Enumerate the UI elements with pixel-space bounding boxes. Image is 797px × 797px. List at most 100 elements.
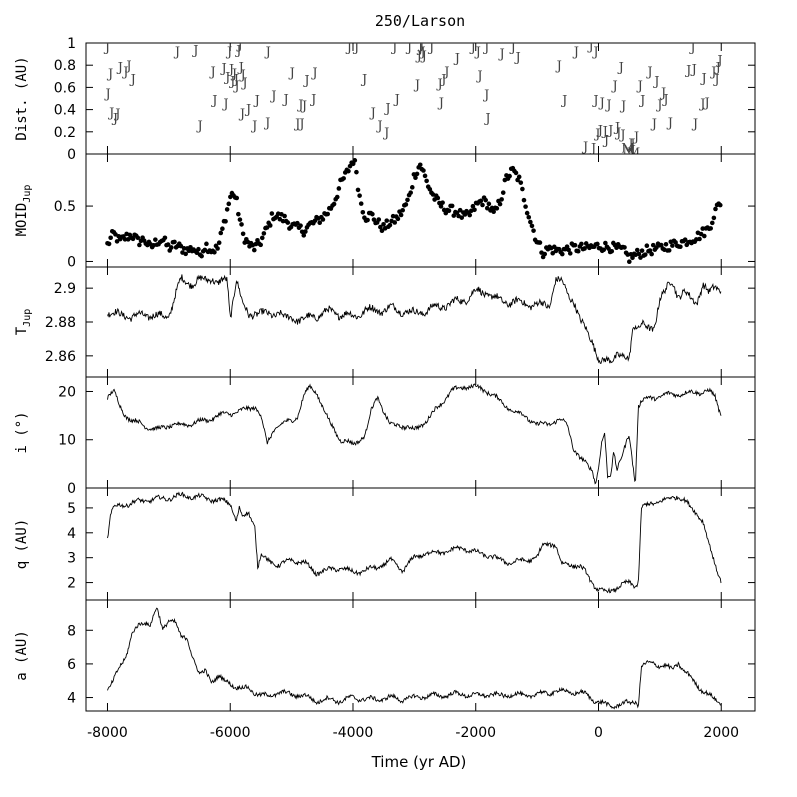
marker-J: J (661, 93, 668, 108)
moid-point (218, 230, 224, 236)
moid-point (346, 168, 351, 174)
marker-J: J (390, 40, 397, 55)
panel-tisserand: 2.86 2.88 2.9 TJup (14, 266, 756, 378)
marker-J: J (688, 40, 695, 55)
marker-J: J (375, 119, 382, 134)
moid-point (153, 237, 158, 242)
marker-J: J (232, 79, 239, 94)
moid-point (537, 240, 543, 245)
marker-J: J (619, 99, 626, 114)
panel-moid: 0 0.5 MOIDJup (14, 153, 756, 270)
marker-J: J (610, 79, 617, 94)
marker-J: J (591, 45, 598, 60)
marker-J: J (413, 78, 420, 93)
marker-J: J (602, 134, 609, 149)
moid-point (295, 220, 300, 226)
marker-J: J (196, 119, 203, 134)
panel-frame (85, 376, 756, 489)
marker-J: J (296, 98, 303, 113)
marker-J: J (418, 45, 425, 60)
moid-point (365, 217, 370, 223)
marker-M: M (623, 144, 636, 159)
marker-J: J (699, 71, 706, 86)
marker-J: J (300, 99, 307, 114)
moid-point (500, 190, 506, 195)
moid-point (523, 204, 528, 209)
moid-point (663, 241, 669, 247)
marker-J: J (469, 40, 476, 55)
marker-J: J (555, 59, 562, 74)
marker-J: J (613, 120, 620, 135)
marker-J: J (698, 97, 705, 112)
moid-point (446, 208, 452, 214)
marker-J: J (210, 94, 217, 109)
moid-point (106, 241, 112, 247)
x-axis: -8000 -6000 -4000 -2000 0 2000 (87, 725, 739, 741)
marker-J: J (103, 40, 110, 55)
y-axis-label: TJup (14, 309, 33, 336)
y-tick-label: 0 (67, 481, 76, 497)
marker-J: J (393, 93, 400, 108)
moid-point (529, 223, 535, 229)
moid-point (215, 246, 220, 251)
moid-point (507, 173, 512, 179)
moid-point (650, 242, 656, 248)
moid-point (697, 236, 702, 242)
marker-J: J (626, 137, 633, 152)
moid-point (421, 168, 426, 173)
marker-J: J (483, 111, 490, 126)
inclination-line (107, 383, 722, 485)
marker-J: J (617, 60, 624, 75)
marker-J: J (232, 73, 239, 88)
marker-J: J (606, 124, 613, 139)
y-axis-label-main: MOID (14, 203, 30, 237)
moid-point (524, 210, 530, 216)
marker-J: J (581, 140, 588, 155)
moid-point (240, 231, 246, 237)
moid-point (196, 246, 201, 252)
moid-point (395, 216, 401, 222)
moid-point (370, 211, 375, 217)
moid-point (259, 235, 265, 241)
marker-J: J (173, 45, 180, 60)
marker-J: J (288, 66, 295, 81)
moid-point (220, 226, 225, 231)
moid-point (636, 251, 642, 257)
moid-point (567, 251, 573, 256)
moid-point (341, 176, 346, 181)
y-tick-label: 0.6 (54, 80, 76, 96)
moid-point (178, 243, 184, 249)
marker-J: J (691, 117, 698, 132)
moid-point (499, 197, 504, 202)
panel-perihelion: 2 3 4 5 q (AU) (14, 487, 756, 601)
marker-J: J (618, 128, 625, 143)
marker-J: J (703, 96, 710, 111)
marker-J: J (712, 73, 719, 88)
y-tick-label: 4 (67, 691, 76, 707)
moid-point (566, 247, 571, 253)
moid-point (224, 207, 230, 212)
moid-point (251, 247, 257, 253)
marker-J: J (509, 40, 516, 55)
marker-J: J (604, 98, 611, 113)
marker-J: J (427, 40, 434, 55)
moid-point (350, 161, 356, 167)
moid-point (282, 213, 287, 219)
moid-point (542, 251, 548, 257)
moid-point (658, 242, 664, 248)
marker-J: J (124, 59, 131, 74)
moid-point (334, 194, 340, 200)
moid-point (414, 171, 420, 177)
y-tick-label: 5 (67, 501, 76, 517)
marker-J: J (636, 79, 643, 94)
moid-point (438, 204, 444, 209)
x-tick-label: -8000 (87, 725, 128, 741)
plot-area (107, 607, 722, 710)
panel-semimajor: 4 6 8 a (AU) (14, 599, 756, 712)
marker-J: J (572, 45, 579, 60)
moid-point (360, 210, 366, 215)
panel-frame (85, 599, 756, 712)
moid-point (392, 220, 398, 225)
